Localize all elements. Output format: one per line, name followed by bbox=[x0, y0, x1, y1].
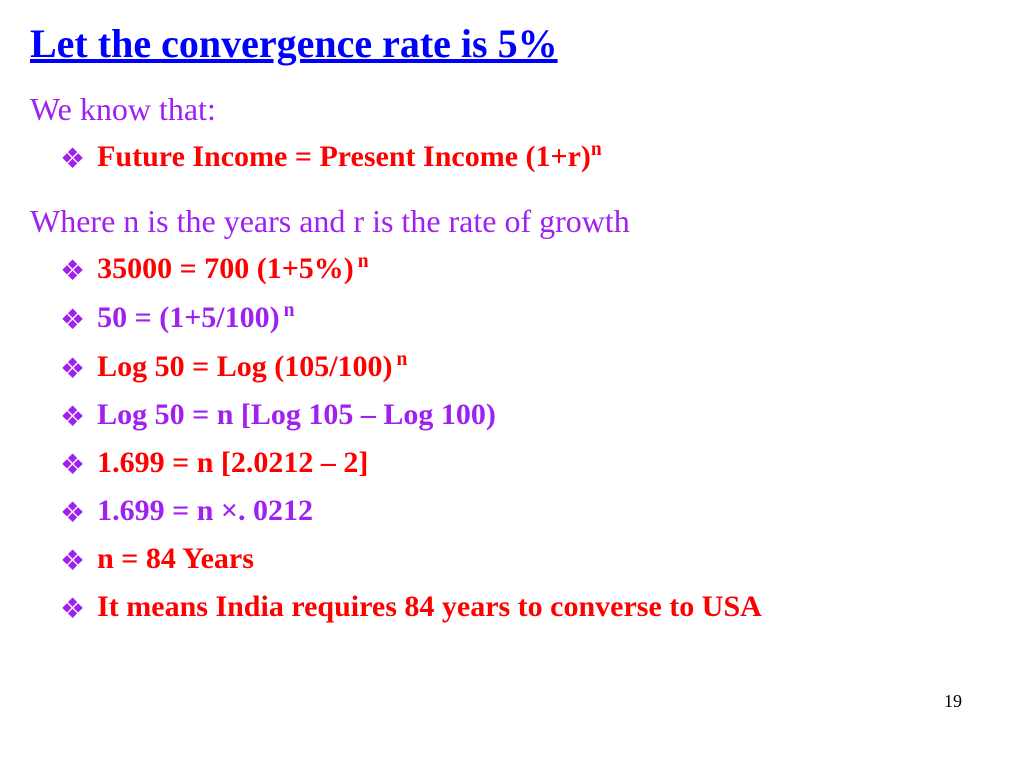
bullet-base: 1.699 = n [2.0212 – 2] bbox=[97, 446, 368, 479]
bullet-item: ❖ 35000 = 700 (1+5%)n bbox=[60, 250, 994, 287]
subhead-we-know: We know that: bbox=[30, 91, 994, 128]
bullet-item: ❖ It means India requires 84 years to con… bbox=[60, 589, 994, 625]
diamond-bullet-icon: ❖ bbox=[60, 596, 85, 624]
bullet-text: n = 84 Years bbox=[97, 541, 254, 577]
formula-base: Future Income = Present Income (1+r) bbox=[97, 140, 591, 173]
diamond-bullet-icon: ❖ bbox=[60, 404, 85, 432]
diamond-bullet-icon: ❖ bbox=[60, 307, 85, 335]
bullet-base: 35000 = 700 (1+5%) bbox=[97, 252, 354, 285]
bullet-exp: n bbox=[284, 300, 295, 321]
bullet-text: It means India requires 84 years to conv… bbox=[97, 589, 762, 625]
diamond-bullet-icon: ❖ bbox=[60, 356, 85, 384]
bullet-base: 1.699 = n ×. 0212 bbox=[97, 494, 313, 527]
slide: Let the convergence rate is 5% We know t… bbox=[0, 0, 1024, 768]
bullet-text: 1.699 = n [2.0212 – 2] bbox=[97, 445, 368, 481]
bullet-item: ❖ n = 84 Years bbox=[60, 541, 994, 577]
diamond-bullet-icon: ❖ bbox=[60, 500, 85, 528]
diamond-bullet-icon: ❖ bbox=[60, 548, 85, 576]
slide-title: Let the convergence rate is 5% bbox=[30, 20, 994, 67]
page-number: 19 bbox=[944, 691, 962, 712]
bullet-formula: ❖ Future Income = Present Income (1+r)n bbox=[60, 138, 994, 175]
bullet-list: ❖35000 = 700 (1+5%)n❖50 = (1+5/100)n❖Log… bbox=[30, 250, 994, 625]
bullet-item: ❖ Log 50 = Log (105/100)n bbox=[60, 348, 994, 385]
bullet-base: Log 50 = Log (105/100) bbox=[97, 350, 392, 383]
bullet-item: ❖ 50 = (1+5/100)n bbox=[60, 299, 994, 336]
bullet-text: 50 = (1+5/100)n bbox=[97, 299, 294, 336]
formula-text: Future Income = Present Income (1+r)n bbox=[97, 138, 602, 175]
bullet-text: 1.699 = n ×. 0212 bbox=[97, 493, 313, 529]
diamond-bullet-icon: ❖ bbox=[60, 146, 85, 174]
subhead-where: Where n is the years and r is the rate o… bbox=[30, 203, 994, 240]
bullet-text: Log 50 = Log (105/100)n bbox=[97, 348, 407, 385]
bullet-item: ❖ Log 50 = n [Log 105 – Log 100) bbox=[60, 397, 994, 433]
bullet-item: ❖ 1.699 = n [2.0212 – 2] bbox=[60, 445, 994, 481]
bullet-item: ❖ 1.699 = n ×. 0212 bbox=[60, 493, 994, 529]
bullet-base: n = 84 Years bbox=[97, 542, 254, 575]
formula-exp: n bbox=[591, 139, 602, 160]
bullet-base: Log 50 = n [Log 105 – Log 100) bbox=[97, 398, 496, 431]
bullet-base: It means India requires 84 years to conv… bbox=[97, 590, 762, 623]
bullet-exp: n bbox=[358, 251, 369, 272]
bullet-exp: n bbox=[397, 349, 408, 370]
bullet-base: 50 = (1+5/100) bbox=[97, 301, 280, 334]
diamond-bullet-icon: ❖ bbox=[60, 452, 85, 480]
diamond-bullet-icon: ❖ bbox=[60, 258, 85, 286]
bullet-text: Log 50 = n [Log 105 – Log 100) bbox=[97, 397, 496, 433]
bullet-text: 35000 = 700 (1+5%)n bbox=[97, 250, 369, 287]
